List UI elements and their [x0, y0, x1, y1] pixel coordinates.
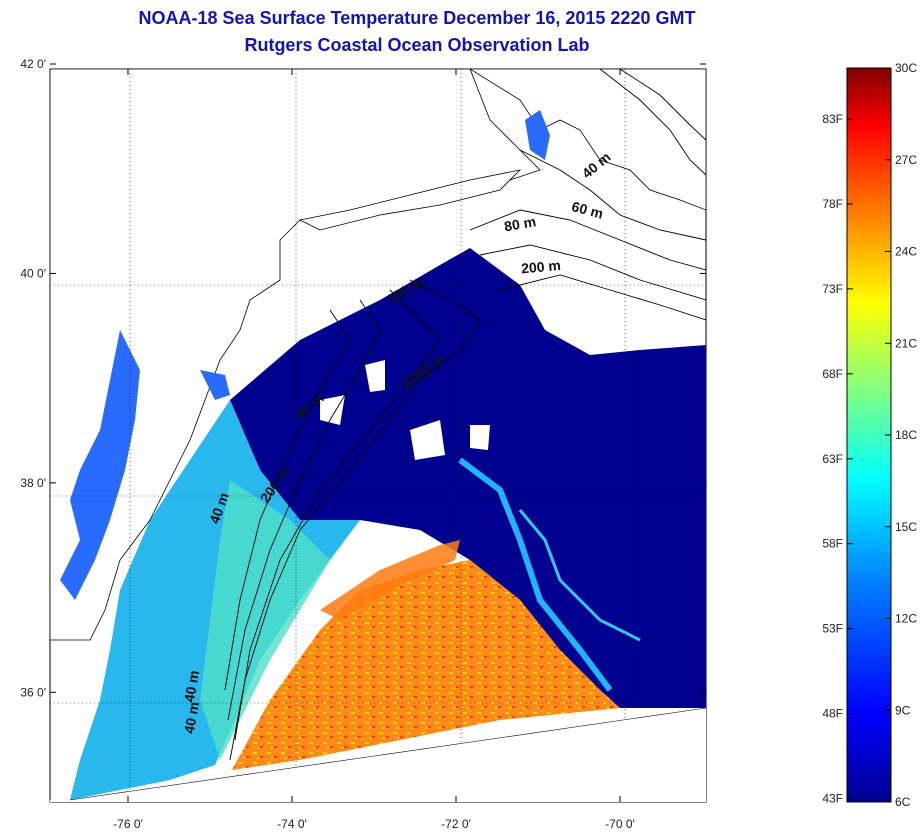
cold-water-region: [230, 248, 706, 708]
colorbar-f-label: 63F: [822, 452, 843, 466]
cloud-gap-4: [470, 425, 490, 450]
colorbar-fahrenheit-labels: 83F 78F 73F 68F 63F 58F 53F 48F 43F: [822, 112, 853, 806]
chesapeake-bay: [60, 330, 140, 600]
sst-data-layer: [50, 69, 706, 802]
colorbar-celsius-labels: 30C 27C 24C 21C 18C 15C 12C 9C 6C: [885, 61, 917, 809]
cloud-gap-3: [410, 420, 445, 460]
map-title: NOAA-18 Sea Surface Temperature December…: [138, 8, 696, 28]
bathymetry-contours: [224, 69, 706, 761]
colorbar-f-label: 73F: [822, 282, 843, 296]
latitude-axis: 42 0' 40 0' 38 0' 36 0': [20, 57, 706, 699]
cloud-gap-1: [320, 395, 345, 425]
contour-label: 40 m: [181, 700, 202, 734]
lon-tick-label: -70 0': [605, 817, 635, 831]
lat-tick-label: 42 0': [20, 57, 46, 71]
graticule: [50, 69, 706, 802]
lat-tick-label: 40 0': [20, 266, 46, 280]
colorbar-f-label: 43F: [822, 792, 843, 806]
filament-1: [458, 457, 613, 692]
colorbar: [846, 67, 892, 803]
filament-2: [518, 509, 641, 642]
narragansett-bay: [525, 110, 550, 160]
cloud-gap-2: [365, 360, 385, 392]
colorbar-c-label: 27C: [895, 153, 917, 167]
colorbar-c-label: 15C: [895, 520, 917, 534]
colorbar-f-label: 48F: [822, 707, 843, 721]
contour-label: 40 m: [181, 669, 202, 703]
lon-tick-label: -74 0': [277, 817, 307, 831]
colorbar-f-label: 83F: [822, 112, 843, 126]
map-subtitle: Rutgers Coastal Ocean Observation Lab: [244, 35, 590, 55]
colorbar-c-label: 18C: [895, 428, 917, 442]
longitude-axis: -76 0' -74 0' -72 0' -70 0': [113, 69, 635, 831]
colorbar-c-label: 9C: [895, 703, 911, 717]
land-mid-atlantic: [50, 69, 541, 641]
colorbar-f-label: 78F: [822, 197, 843, 211]
colorbar-c-label: 21C: [895, 336, 917, 350]
no-data-region: [50, 708, 706, 802]
colorbar-f-label: 58F: [822, 537, 843, 551]
delaware-bay: [200, 370, 230, 400]
colorbar-f-label: 68F: [822, 367, 843, 381]
contour-label: 200 m: [520, 257, 561, 276]
colorbar-c-label: 6C: [895, 795, 911, 809]
colorbar-c-label: 30C: [895, 61, 917, 75]
colorbar-f-label: 53F: [822, 622, 843, 636]
gulf-stream-region: [232, 560, 620, 770]
gulf-stream-filament: [320, 540, 460, 620]
contour-label: 60 m: [570, 198, 605, 222]
lat-tick-label: 38 0': [20, 476, 46, 490]
contour-label: 80 m: [503, 213, 537, 234]
land-long-island: [298, 169, 522, 231]
lon-tick-label: -76 0': [113, 817, 143, 831]
colorbar-c-label: 24C: [895, 245, 917, 259]
shelf-water-region: [200, 480, 330, 760]
lat-tick-label: 36 0': [20, 685, 46, 699]
colorbar-c-label: 12C: [895, 612, 917, 626]
lon-tick-label: -72 0': [441, 817, 471, 831]
